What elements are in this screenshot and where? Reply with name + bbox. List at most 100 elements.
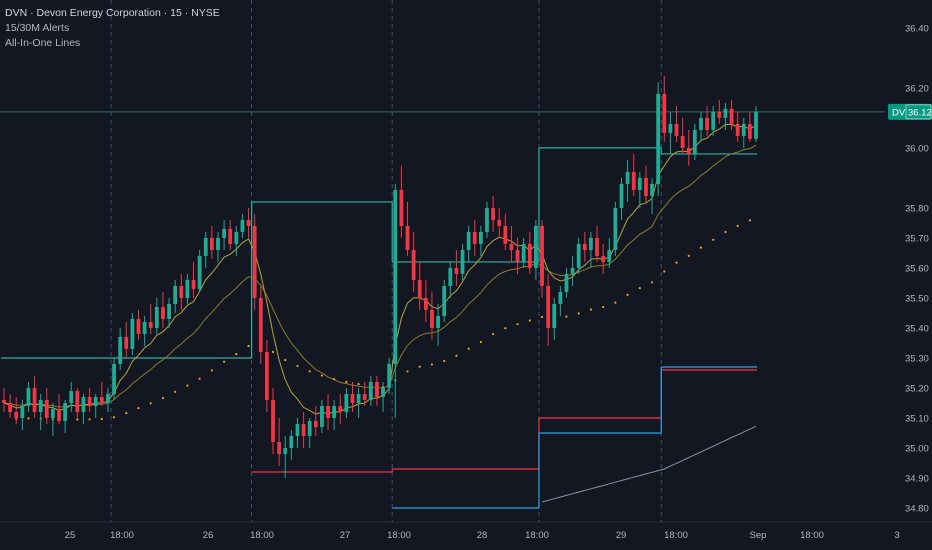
candle-body[interactable] [258,297,263,352]
candle-body[interactable] [527,243,532,268]
candle-body[interactable] [729,108,734,124]
candle-body[interactable] [20,405,25,418]
candle-body[interactable] [154,306,159,328]
candle-body[interactable] [93,396,98,406]
candle-body[interactable] [338,405,343,412]
candle-body[interactable] [185,279,190,298]
candle-body[interactable] [8,402,13,412]
candle-body[interactable] [534,225,538,268]
candle-body[interactable] [589,237,593,250]
candle-body[interactable] [203,237,208,256]
candle-body[interactable] [723,108,728,118]
candle-body[interactable] [619,183,624,208]
candle-body[interactable] [320,405,324,427]
candle-body[interactable] [607,249,612,262]
candle-body[interactable] [87,396,92,406]
candle-body[interactable] [81,396,86,412]
candle-body[interactable] [14,411,19,418]
candle-body[interactable] [411,249,416,280]
candle-body[interactable] [754,111,758,139]
candle-body[interactable] [631,171,636,190]
candle-body[interactable] [2,399,6,403]
candle-body[interactable] [197,255,202,289]
candle-body[interactable] [277,441,282,454]
candle-body[interactable] [375,381,379,397]
candle-body[interactable] [136,318,141,334]
candle-body[interactable] [692,129,697,154]
candle-body[interactable] [124,336,129,349]
candle-body[interactable] [106,393,110,403]
candle-body[interactable] [454,267,459,274]
candle-body[interactable] [515,249,520,262]
indicator-alerts-label[interactable]: 15/30M Alerts [5,22,70,34]
candle-body[interactable] [662,93,667,133]
candle-body[interactable] [142,321,147,334]
candle-body[interactable] [417,279,422,298]
candle-body[interactable] [332,405,337,418]
candle-body[interactable] [161,306,165,319]
candle-body[interactable] [552,303,557,328]
candle-body[interactable] [326,405,330,418]
candle-body[interactable] [209,237,214,250]
candle-body[interactable] [558,291,563,304]
candle-body[interactable] [99,396,104,403]
candle-body[interactable] [246,219,251,226]
candle-body[interactable] [295,423,300,436]
candle-body[interactable] [75,390,80,412]
candle-body[interactable] [240,219,245,232]
candle-body[interactable] [521,243,526,262]
candle-body[interactable] [442,285,447,316]
candle-body[interactable] [509,243,514,250]
candle-body[interactable] [741,123,746,136]
candle-body[interactable] [674,123,679,136]
candle-body[interactable] [650,183,654,196]
candle-body[interactable] [118,336,123,364]
candle-body[interactable] [191,279,196,289]
candle-body[interactable] [289,435,294,448]
candle-body[interactable] [51,408,55,418]
candle-body[interactable] [26,387,31,406]
candle-body[interactable] [717,111,722,118]
candle-body[interactable] [264,351,269,400]
candle-body[interactable] [368,381,373,400]
candle-body[interactable] [387,363,392,388]
candle-body[interactable] [448,267,453,286]
candle-body[interactable] [130,318,135,349]
candle-body[interactable] [399,189,404,226]
candle-body[interactable] [350,393,355,403]
candle-body[interactable] [423,297,428,310]
candle-body[interactable] [167,303,171,319]
candle-body[interactable] [637,177,642,190]
candle-body[interactable] [313,420,318,427]
candle-body[interactable] [344,393,349,412]
candle-body[interactable] [436,315,440,328]
indicator-lines-label[interactable]: All-In-One Lines [5,37,81,49]
candle-body[interactable] [460,249,465,274]
candle-body[interactable] [148,321,153,328]
candle-body[interactable] [582,243,587,250]
candle-body[interactable] [478,231,483,244]
candle-body[interactable] [283,447,288,454]
candle-body[interactable] [393,189,398,364]
candle-body[interactable] [173,285,178,304]
candle-body[interactable] [362,393,367,400]
candle-body[interactable] [234,231,239,244]
candle-body[interactable] [497,219,502,226]
candle-body[interactable] [63,402,68,421]
candle-body[interactable] [179,285,184,298]
candle-body[interactable] [472,231,477,244]
candle-body[interactable] [564,273,569,292]
candle-body[interactable] [485,207,489,232]
candle-body[interactable] [699,117,703,130]
candle-body[interactable] [112,363,116,394]
candle-body[interactable] [32,387,37,412]
candle-body[interactable] [228,228,233,244]
candle-body[interactable] [576,243,581,268]
candle-body[interactable] [307,420,312,436]
candle-body[interactable] [613,207,618,250]
candle-body[interactable] [405,225,410,250]
candle-body[interactable] [44,399,49,418]
candle-body[interactable] [747,123,752,139]
